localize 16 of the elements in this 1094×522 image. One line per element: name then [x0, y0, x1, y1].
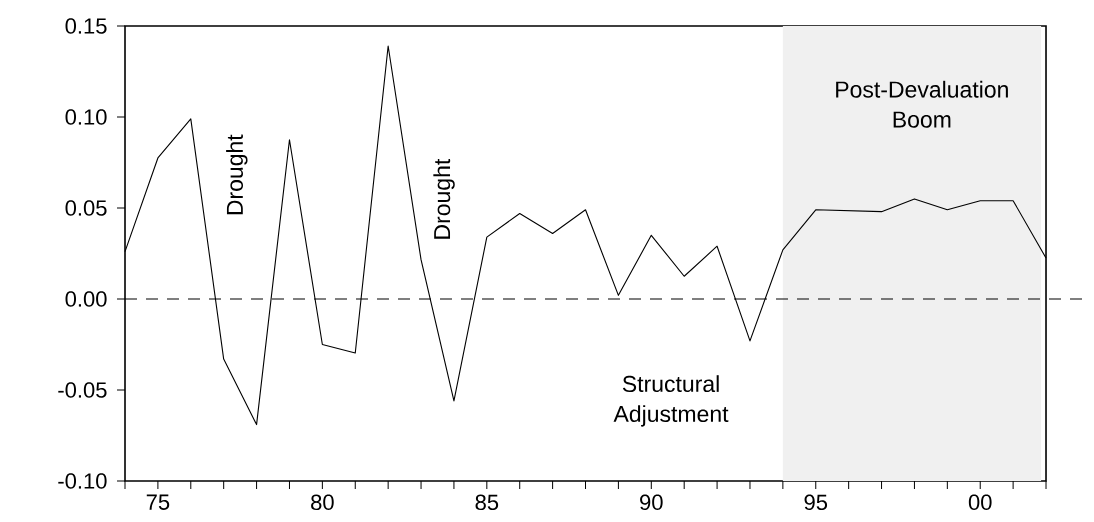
- x-tick-label: 00: [968, 494, 992, 511]
- y-tick-label: -0.10: [58, 473, 107, 489]
- y-tick-label: 0.00: [65, 291, 107, 307]
- y-tick-label: -0.05: [58, 382, 107, 398]
- y-tick-label: 0.15: [65, 18, 107, 34]
- x-tick-label: 90: [640, 494, 663, 511]
- annotation: Drought: [226, 134, 248, 215]
- x-tick-label: 95: [804, 494, 828, 511]
- y-tick-label: 0.05: [65, 200, 107, 216]
- band-label: Post-Devaluation Boom: [836, 80, 1008, 128]
- x-tick-label: 85: [475, 494, 499, 511]
- annotation: Drought: [433, 158, 455, 239]
- annotation: Structural Adjustment: [613, 375, 729, 427]
- x-tick-label: 75: [146, 494, 170, 510]
- x-tick-label: 80: [311, 494, 334, 511]
- y-tick-label: 0.10: [65, 109, 107, 125]
